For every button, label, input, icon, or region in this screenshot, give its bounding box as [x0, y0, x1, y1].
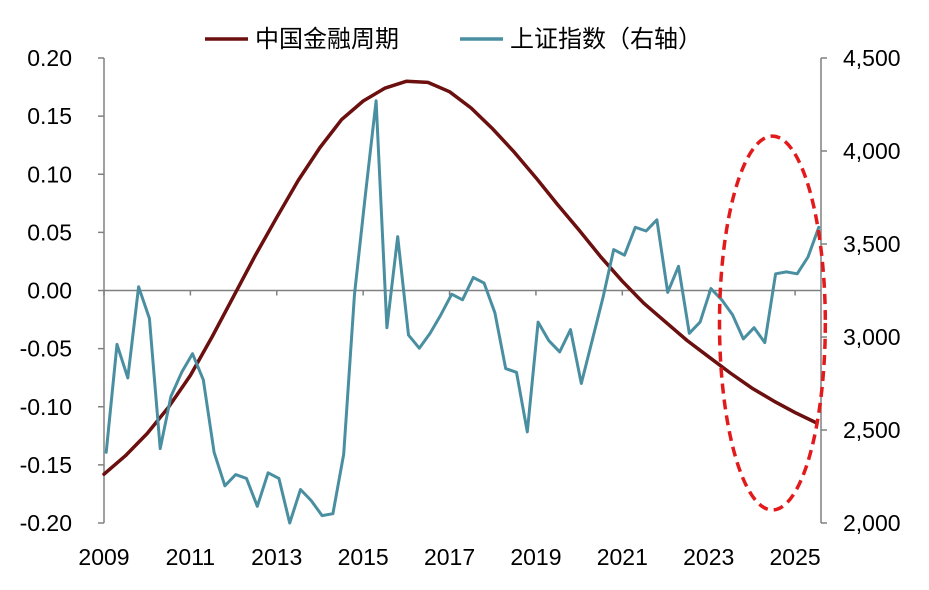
x-tick-label: 2017 [424, 544, 475, 570]
series-layer [102, 79, 821, 525]
left-tick-label: 0.05 [27, 219, 72, 245]
x-tick-label: 2009 [78, 544, 129, 570]
x-tick-label: 2023 [683, 544, 734, 570]
x-tick-label: 2011 [166, 544, 215, 570]
x-tick-label: 2015 [338, 544, 389, 570]
legend: 中国金融周期 上证指数（右轴） [205, 25, 702, 53]
legend-label-shanghai-index: 上证指数（右轴） [510, 25, 702, 53]
series-line-shanghai-index [104, 99, 821, 525]
right-tick-label: 4,000 [843, 138, 901, 164]
left-tick-label: -0.15 [20, 452, 72, 478]
highlight-ellipse [717, 134, 828, 512]
left-tick-label: 0.20 [27, 45, 72, 71]
left-tick-label: -0.10 [20, 394, 72, 420]
x-tick-label: 2021 [597, 544, 648, 570]
x-tick-label: 2019 [510, 544, 561, 570]
x-tick-label: 2013 [251, 544, 302, 570]
x-tick-label: 2025 [769, 544, 820, 570]
axes: -0.20 -0.15 -0.10 -0.05 0.00 0.05 0.10 0.15 0.20… [20, 45, 901, 570]
left-tick-label: 0.00 [27, 278, 72, 304]
highlight-layer [717, 134, 828, 512]
series-line-financial-cycle [102, 79, 819, 476]
right-tick-label: 3,500 [843, 231, 901, 257]
right-tick-label: 4,500 [843, 45, 901, 71]
legend-label-financial-cycle: 中国金融周期 [255, 25, 399, 53]
right-tick-label: 3,000 [843, 324, 901, 350]
right-tick-label: 2,000 [843, 510, 901, 536]
right-tick-label: 2,500 [843, 417, 901, 443]
left-tick-label: -0.05 [20, 336, 72, 362]
left-tick-label: 0.10 [27, 161, 72, 187]
left-tick-label: 0.15 [27, 103, 72, 129]
left-tick-label: -0.20 [20, 510, 72, 536]
